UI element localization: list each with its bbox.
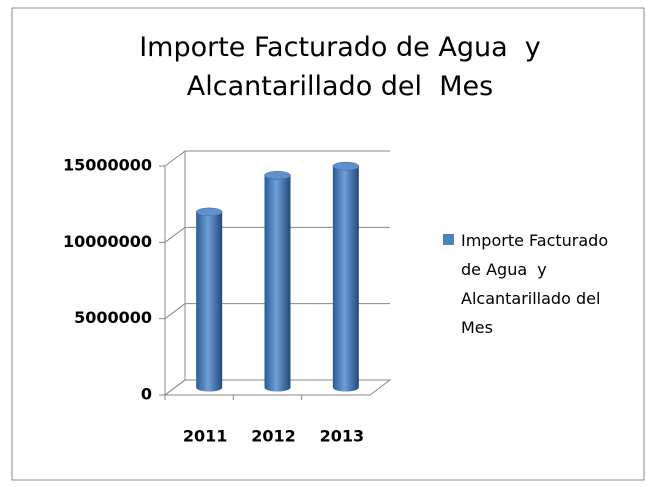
bar-top: [264, 171, 291, 180]
grid-line: [164, 226, 390, 243]
title-line: Importe Facturado de Agua y: [139, 32, 541, 63]
bar: [264, 175, 291, 392]
x-tick-label: 2011: [183, 427, 228, 446]
y-tick-label: 15000000: [63, 156, 152, 175]
title-line: Alcantarillado del Mes: [186, 71, 494, 102]
y-tick-label: 5000000: [74, 308, 152, 327]
bar: [196, 211, 223, 392]
chart-border: [11, 7, 645, 481]
x-tick-label: 2012: [251, 427, 296, 446]
grid-line: [164, 303, 390, 320]
chart-title: Importe Facturado de Agua y Alcantarilla…: [60, 28, 620, 106]
y-tick-label: 0: [141, 385, 152, 404]
grid-line: [164, 379, 390, 396]
bar-top: [332, 161, 360, 171]
legend: Importe Facturado de Agua y Alcantarilla…: [443, 226, 633, 342]
bar: [332, 166, 359, 392]
legend-label: Importe Facturado de Agua y Alcantarilla…: [461, 231, 614, 337]
bar-top: [195, 207, 223, 217]
legend-swatch: [443, 234, 454, 245]
grid-line: [164, 150, 390, 167]
y-tick-label: 10000000: [63, 232, 152, 251]
x-tick-label: 2013: [320, 427, 365, 446]
